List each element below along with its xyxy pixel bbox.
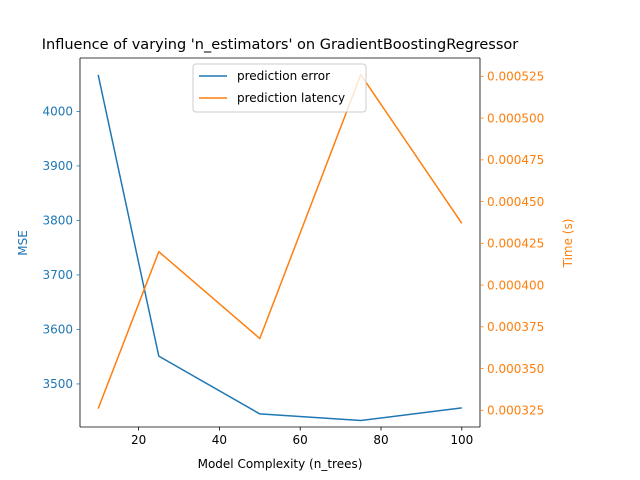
right-axis-label: Time (s) — [561, 219, 575, 269]
left-tick-label: 4000 — [42, 105, 73, 119]
left-tick-label: 3600 — [42, 323, 73, 337]
left-axis-label: MSE — [16, 230, 30, 256]
left-tick-label: 3800 — [42, 214, 73, 228]
x-tick-label: 60 — [293, 433, 308, 447]
right-tick-label: 0.000450 — [487, 195, 544, 209]
chart-title: Influence of varying 'n_estimators' on G… — [42, 37, 519, 53]
legend-box — [192, 63, 367, 113]
plot-area — [80, 58, 480, 427]
right-axis-ticks: 0.000325 0.000350 0.000375 0.000400 0.000425… — [480, 70, 544, 418]
right-tick-label: 0.000400 — [487, 278, 544, 292]
x-tick-label: 80 — [373, 433, 388, 447]
series-layer — [97, 73, 463, 422]
right-tick-label: 0.000525 — [487, 70, 544, 84]
left-axis-ticks: 3500 3600 3700 3800 3900 4000 — [42, 105, 80, 391]
right-tick-label: 0.000375 — [487, 320, 544, 334]
x-axis-label: Model Complexity (n_trees) — [198, 457, 363, 471]
right-tick-label: 0.000425 — [487, 237, 544, 251]
left-tick-label: 3500 — [42, 377, 73, 391]
right-tick-label: 0.000500 — [487, 111, 544, 125]
series-line-1 — [97, 73, 463, 409]
legend-label-error: prediction error — [237, 69, 330, 83]
legend-label-latency: prediction latency — [237, 91, 345, 105]
right-tick-label: 0.000325 — [487, 404, 544, 418]
x-tick-label: 100 — [450, 433, 473, 447]
right-tick-label: 0.000475 — [487, 153, 544, 167]
series-line-0 — [97, 74, 462, 422]
left-tick-label: 3900 — [42, 159, 73, 173]
left-tick-label: 3700 — [42, 268, 73, 282]
right-tick-label: 0.000350 — [487, 362, 544, 376]
x-axis-ticks: 20 40 60 80 100 — [131, 427, 473, 447]
legend: prediction error prediction latency — [192, 63, 367, 113]
x-tick-label: 40 — [212, 433, 227, 447]
x-tick-label: 20 — [131, 433, 146, 447]
